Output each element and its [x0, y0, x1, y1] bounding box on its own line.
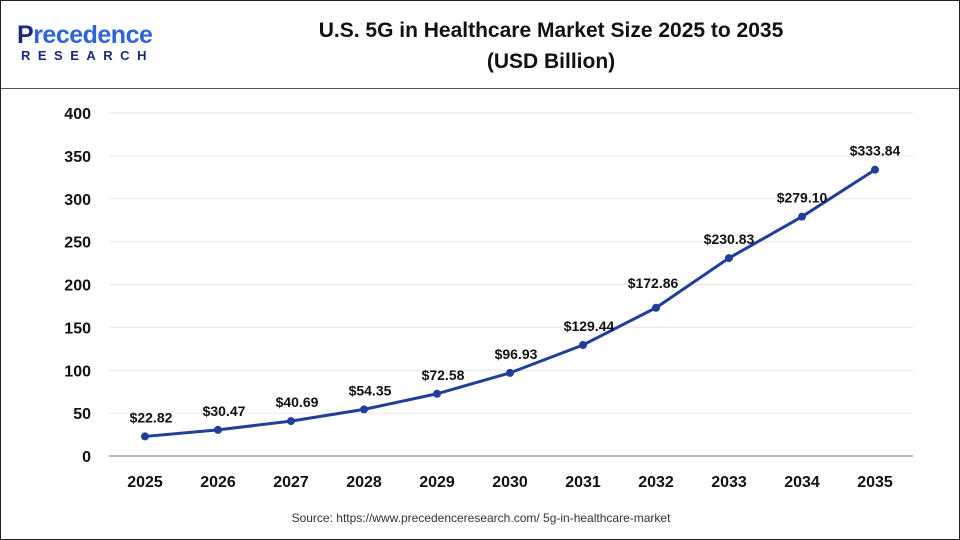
data-point: [506, 368, 514, 377]
x-tick-label: 2025: [127, 474, 163, 491]
header-divider: [1, 88, 959, 89]
x-tick-label: 2029: [419, 474, 455, 491]
x-tick-label: 2031: [565, 474, 601, 491]
y-tick-label: 0: [82, 449, 91, 466]
data-point: [287, 417, 295, 426]
data-point: [360, 405, 368, 414]
x-tick-label: 2030: [492, 474, 528, 491]
data-label: $96.93: [495, 346, 538, 362]
y-tick-label: 100: [64, 363, 91, 380]
y-tick-label: 200: [64, 278, 91, 295]
data-point: [871, 165, 879, 174]
logo-line2: RESEARCH: [21, 48, 154, 63]
data-label: $230.83: [704, 231, 755, 247]
x-tick-label: 2028: [346, 474, 382, 491]
data-label: $333.84: [850, 143, 901, 159]
logo-line1: Precedence: [17, 21, 153, 49]
data-label: $22.82: [130, 409, 173, 425]
data-label: $279.10: [777, 190, 828, 206]
y-tick-label: 50: [73, 406, 91, 423]
data-point: [652, 303, 660, 312]
y-tick-label: 400: [64, 106, 91, 123]
data-point: [141, 432, 149, 441]
data-label: $54.35: [349, 382, 392, 398]
x-tick-label: 2033: [711, 474, 747, 491]
chart-title: U.S. 5G in Healthcare Market Size 2025 t…: [201, 15, 901, 77]
data-point: [798, 212, 806, 221]
x-tick-label: 2034: [784, 474, 820, 491]
data-label: $40.69: [276, 394, 319, 410]
y-tick-label: 350: [64, 149, 91, 166]
precedence-research-logo: Precedence RESEARCH: [17, 21, 167, 66]
data-point: [579, 341, 587, 350]
data-label: $172.86: [628, 275, 679, 291]
x-tick-label: 2035: [857, 474, 893, 491]
source-text: Source: https://www.precedenceresearch.c…: [291, 511, 671, 525]
series-line: [144, 168, 876, 438]
data-label: $72.58: [422, 367, 465, 383]
data-label: $30.47: [203, 403, 246, 419]
data-point: [433, 389, 441, 398]
y-tick-label: 150: [64, 320, 91, 337]
y-tick-label: 300: [64, 192, 91, 209]
y-tick-label: 250: [64, 235, 91, 252]
data-point: [214, 425, 222, 434]
title-line2: (USD Billion): [486, 50, 616, 73]
data-point: [725, 254, 733, 263]
x-tick-label: 2027: [273, 474, 309, 491]
title-line1: U.S. 5G in Healthcare Market Size 2025 t…: [318, 19, 784, 42]
x-tick-label: 2032: [638, 474, 674, 491]
x-tick-label: 2026: [200, 474, 236, 491]
data-label: $129.44: [564, 318, 615, 334]
